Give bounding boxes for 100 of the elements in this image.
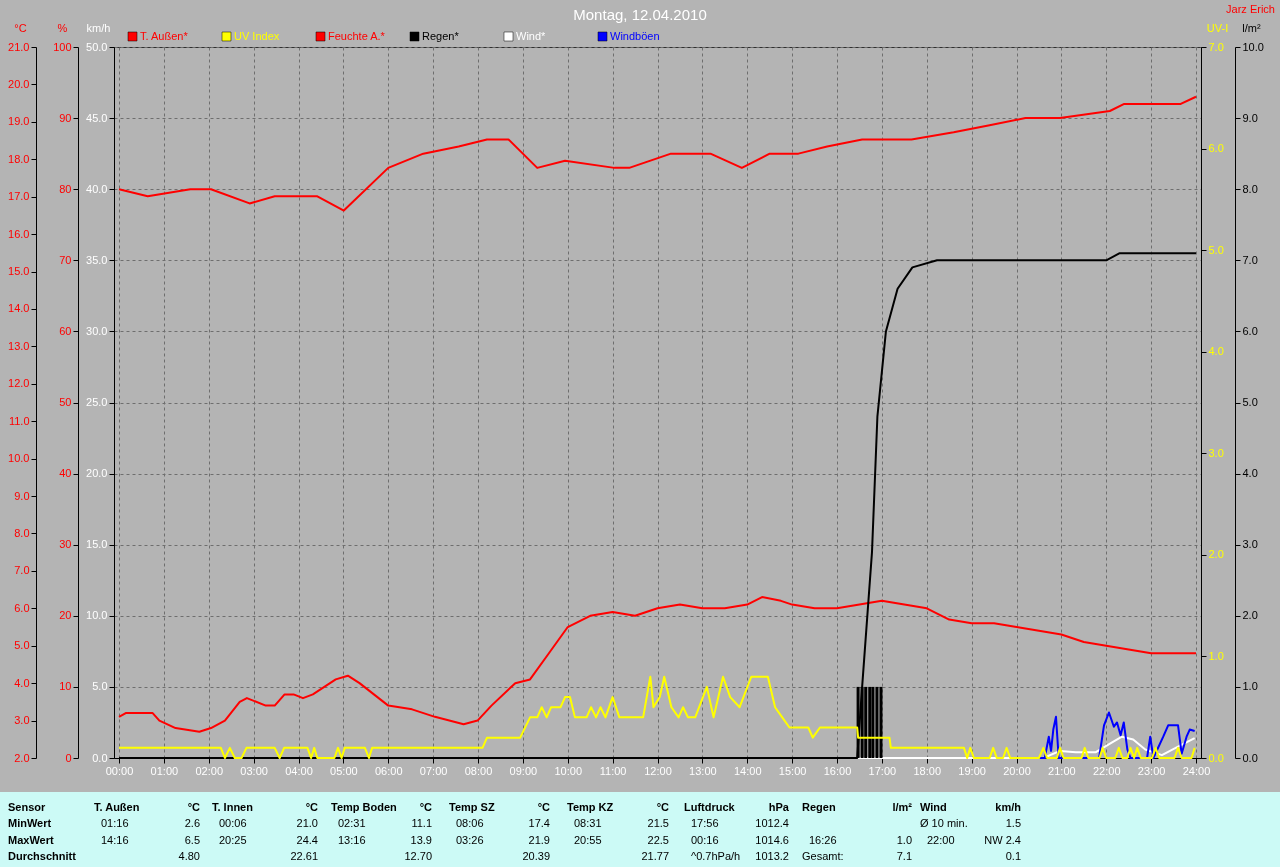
y3-tick-label: 15.0 [86,538,108,551]
y-tick-label: 12.0 [8,377,30,390]
y-tick-label: 3.0 [14,714,30,727]
text: Wind [920,801,947,813]
text: hPa [768,801,790,813]
x-tick-label: 18:00 [913,764,942,777]
y2-tick-label: 80 [59,182,72,195]
text: 13.9 [410,834,432,846]
y2-axis-title: l/m² [1242,21,1261,34]
x-tick-label: 04:00 [285,764,313,777]
text: Temp Boden [331,801,398,813]
text: T. Außen [94,801,140,813]
y3-tick-label: 5.0 [92,680,108,693]
y2-tick-label: 4.0 [1242,467,1258,480]
x-tick-label: 19:00 [958,764,986,777]
y-tick-label: 4.0 [14,676,30,689]
text: 21.0 [296,817,318,829]
y-axis-title: UV-I [1206,21,1229,34]
y2-tick-label: 10.0 [1242,40,1264,53]
x-tick-label: 11:00 [599,764,627,777]
y-tick-label: 13.0 [8,339,30,352]
text: MaxWert [8,834,54,846]
y2-tick-label: 50 [59,396,72,408]
text: 2.6 [184,817,200,829]
text: 20.39 [522,850,550,862]
y-tick-label: 21.0 [8,40,30,53]
text: °C [305,801,319,813]
text: 22.61 [290,850,318,862]
y2-tick-label: 0.0 [1242,751,1258,764]
text: °C [187,801,201,813]
y2-tick-label: 20 [59,609,72,622]
x-tick-label: 02:00 [195,764,224,777]
y-tick-label: 15.0 [8,265,30,278]
y2-tick-label: 5.0 [1242,396,1258,408]
text: 17:56 [691,817,719,829]
y-tick-label: 10.0 [8,452,30,465]
y2-tick-label: 40 [59,467,72,480]
text: 21.5 [647,817,669,829]
y3-tick-label: 0.0 [92,751,108,764]
text: 00:16 [691,834,719,846]
x-tick-label: 23:00 [1137,764,1166,777]
x-tick-label: 21:00 [1048,764,1076,777]
y-tick-label: 17.0 [8,190,30,203]
y-tick-label: 1.0 [1208,649,1224,662]
y-tick-label: 7.0 [14,564,30,577]
x-tick-label: 07:00 [419,764,448,777]
x-tick-label: 24:00 [1182,764,1211,777]
x-tick-label: 22:00 [1092,764,1121,777]
y-tick-label: 6.0 [1208,142,1224,155]
text: °C [419,801,433,813]
text: km/h [995,801,1022,813]
x-tick-label: 12:00 [644,764,672,777]
text: Temp KZ [567,801,614,813]
text: Temp SZ [449,801,495,813]
legend-label: T. Außen* [140,30,189,42]
y-tick-label: 18.0 [8,152,30,165]
text: 03:26 [456,834,484,846]
legend-label: Regen* [422,30,460,42]
legend-label: Wind* [516,30,547,42]
text: 00:06 [219,817,247,829]
legend-label: Windböen [610,30,660,42]
y2-tick-label: 3.0 [1242,538,1258,551]
y2-axis-title: % [57,21,68,34]
text: 20:25 [219,834,247,846]
text: NW 2.4 [984,834,1021,846]
text: 11.1 [411,817,432,829]
y2-tick-label: 90 [59,111,72,124]
text: 0.1 [1005,850,1021,862]
text: 1014.6 [755,834,789,846]
y-tick-label: 7.0 [1208,40,1224,53]
text: 1.5 [1005,817,1021,829]
text: 1012.4 [755,817,789,829]
text: 22.5 [647,834,669,846]
text: 17.4 [528,817,550,829]
x-tick-label: 06:00 [374,764,403,777]
x-tick-label: 08:00 [464,764,493,777]
y3-tick-label: 40.0 [86,182,108,195]
text: 24.4 [296,834,318,846]
y-tick-label: 20.0 [8,77,30,90]
text: 01:16 [101,817,129,829]
y-tick-label: 3.0 [1208,446,1224,459]
text: ^0.7hPa/h [691,850,741,862]
y-tick-label: 9.0 [14,489,30,502]
y2-tick-label: 30 [59,538,72,551]
y-tick-label: 0.0 [1208,751,1224,764]
y3-tick-label: 20.0 [86,467,108,480]
y-tick-label: 5.0 [1208,243,1224,256]
text: T. Innen [212,801,254,813]
line-series [118,596,1197,733]
text: Ø 10 min. [920,817,968,829]
y-tick-label: 8.0 [14,526,30,539]
x-tick-label: 13:00 [689,764,717,777]
legend-label: UV Index [234,30,280,42]
y3-tick-label: 45.0 [86,111,108,124]
text: 1013.2 [755,850,789,862]
y-tick-label: 19.0 [8,115,30,128]
x-tick-label: 14:00 [733,764,762,777]
x-tick-label: 10:00 [554,764,583,777]
y2-tick-label: 0 [65,751,72,764]
text: Luftdruck [684,801,736,813]
